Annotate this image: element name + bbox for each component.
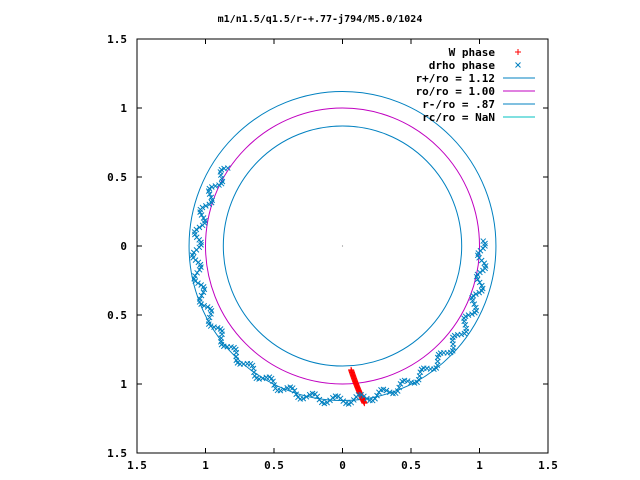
data-point <box>470 292 477 299</box>
series-circle <box>205 107 480 385</box>
data-point <box>199 222 206 229</box>
data-point <box>465 312 472 318</box>
x-tick-label: 1.5 <box>538 459 558 472</box>
y-tick-label: 0.5 <box>107 171 127 184</box>
series-circle <box>222 125 463 367</box>
legend-swatch <box>515 49 521 55</box>
data-point <box>206 314 213 321</box>
data-point <box>202 203 209 209</box>
data-point <box>404 378 411 384</box>
legend-label: r+/ro = 1.12 <box>416 72 495 85</box>
y-axis-tick-labels: 1.5 1 0.5 0 0.5 1 1.5 <box>107 33 127 460</box>
data-point <box>191 231 198 238</box>
data-point <box>383 387 390 394</box>
data-point <box>198 241 204 248</box>
data-point <box>394 388 401 394</box>
legend-label: drho phase <box>429 59 496 72</box>
data-point <box>208 311 214 317</box>
data-point <box>200 289 207 296</box>
data-point <box>329 394 336 401</box>
y-tick-label: 1 <box>120 102 127 115</box>
data-point <box>198 292 205 299</box>
data-point <box>206 191 213 198</box>
data-point <box>462 322 469 328</box>
y-tick-label: 0.5 <box>107 309 127 322</box>
data-point <box>198 264 204 270</box>
data-point <box>293 391 300 398</box>
data-point <box>195 280 201 287</box>
series-layer <box>188 90 497 407</box>
x-tick-label: 1 <box>476 459 483 472</box>
data-point <box>476 279 483 286</box>
y-tick-label: 1.5 <box>107 33 127 46</box>
x-tick-label: 0 <box>339 459 346 472</box>
x-axis-tick-labels: 1.5 1 0.5 0 0.5 1 1.5 <box>127 459 558 472</box>
data-point <box>289 385 296 391</box>
data-point <box>374 392 380 399</box>
origin-dot <box>341 245 344 247</box>
legend-label: ro/ro = 1.00 <box>416 85 495 98</box>
data-point <box>208 184 215 190</box>
data-point <box>462 313 469 320</box>
x-tick-label: 0.5 <box>401 459 421 472</box>
data-point <box>259 375 266 382</box>
data-point <box>471 301 478 307</box>
data-point <box>478 282 485 289</box>
x-tick-label: 1 <box>202 459 209 472</box>
data-point <box>268 375 275 382</box>
data-point <box>198 239 204 246</box>
data-point <box>472 304 479 311</box>
chart-title: m1/n1.5/q1.5/r-+.77-j794/M5.0/1024 <box>218 13 423 25</box>
data-point <box>482 263 489 269</box>
data-point <box>300 395 307 402</box>
data-point <box>372 395 378 402</box>
data-point <box>206 201 213 208</box>
data-point <box>198 301 205 308</box>
y-tick-label: 0 <box>120 240 127 253</box>
data-point <box>364 395 370 402</box>
data-point <box>414 379 420 386</box>
data-point <box>314 393 321 400</box>
data-point <box>194 269 200 276</box>
data-point <box>396 384 403 391</box>
data-point <box>386 389 393 396</box>
legend-swatch <box>515 62 521 68</box>
y-tick-label: 1.5 <box>107 447 127 460</box>
data-point <box>306 391 313 398</box>
data-point <box>482 243 488 249</box>
data-point <box>480 238 487 244</box>
data-point <box>277 387 284 394</box>
drho-phase-points <box>189 165 489 407</box>
legend-label: W phase <box>449 46 496 59</box>
legend-label: rc/ro = NaN <box>422 111 495 124</box>
data-point <box>196 224 203 231</box>
data-point <box>212 183 219 189</box>
x-tick-label: 0.5 <box>264 459 284 472</box>
data-point <box>291 387 298 394</box>
data-point <box>473 291 479 297</box>
data-point <box>271 382 277 388</box>
x-tick-label: 1.5 <box>127 459 147 472</box>
data-point <box>201 302 208 309</box>
data-point <box>207 323 214 329</box>
data-point <box>361 400 368 407</box>
data-point <box>198 212 205 218</box>
data-point <box>196 237 203 243</box>
data-point <box>214 325 221 331</box>
legend-label: r-/ro = .87 <box>422 98 495 111</box>
data-point <box>380 386 387 393</box>
data-point <box>303 393 310 400</box>
axis-ticks <box>136 38 549 454</box>
data-point <box>280 386 287 393</box>
data-point <box>197 209 203 215</box>
data-point <box>200 215 207 221</box>
data-point <box>463 325 470 332</box>
data-point <box>358 391 364 398</box>
data-point <box>217 172 224 178</box>
y-tick-label: 1 <box>120 378 127 391</box>
data-point <box>477 269 483 276</box>
